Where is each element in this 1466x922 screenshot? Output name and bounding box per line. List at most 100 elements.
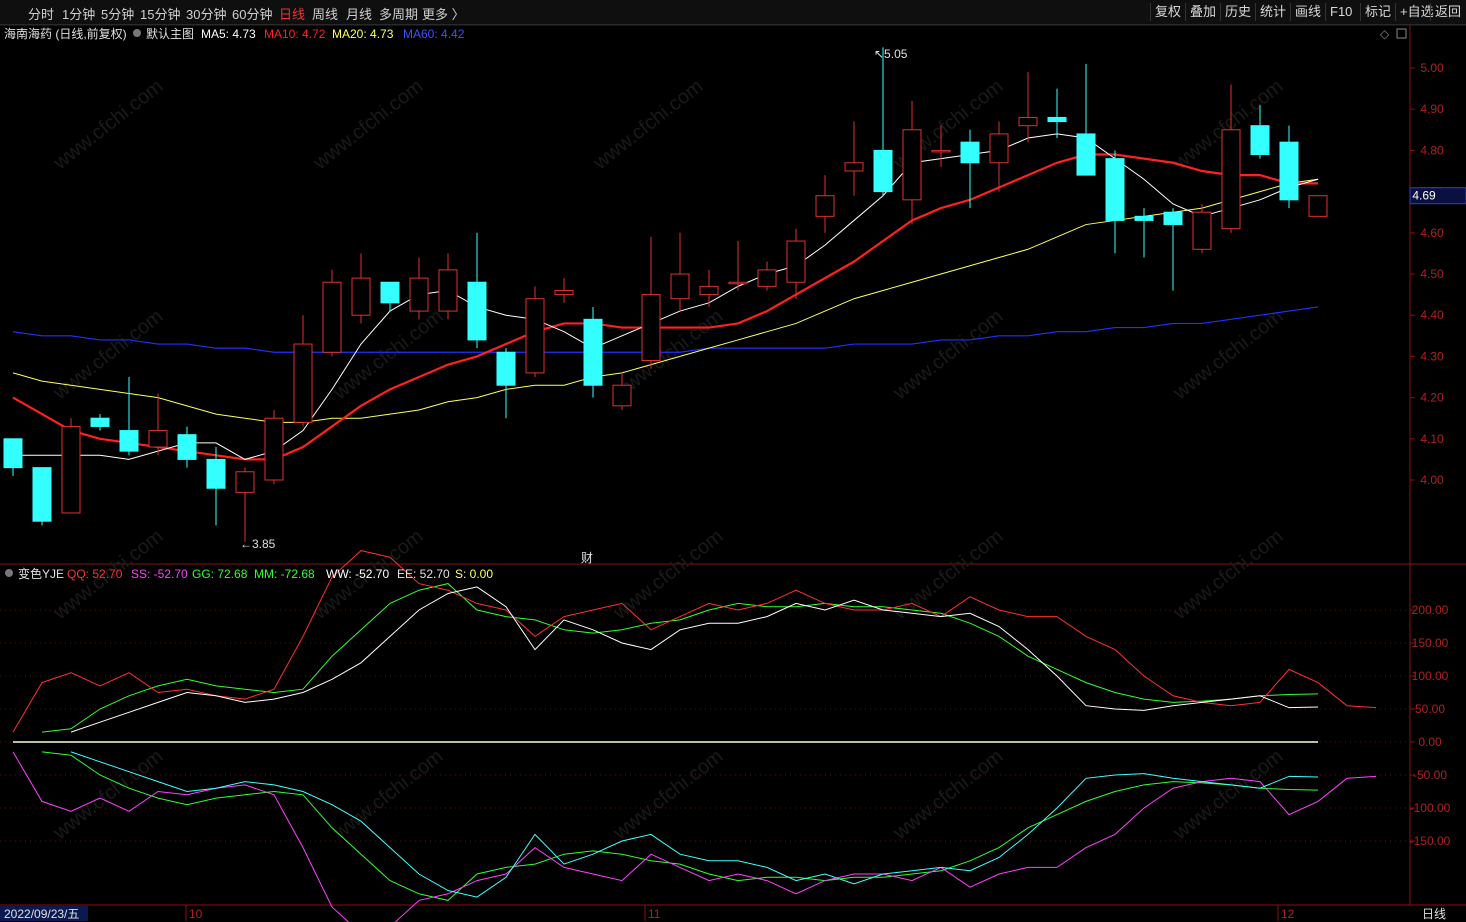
- period-5[interactable]: 60分钟: [232, 7, 273, 22]
- watermark-16: www.cfchi.com: [329, 745, 448, 844]
- period-label: 日线: [1422, 907, 1446, 921]
- period-0[interactable]: 分时: [28, 7, 55, 22]
- tool-button-7[interactable]: +自选: [1395, 3, 1438, 21]
- ww-line: [70, 586, 1319, 733]
- candle-body-43: [1250, 125, 1270, 156]
- tool-button-2[interactable]: 历史: [1220, 3, 1255, 21]
- start-date-label: 2022/09/23/五: [4, 907, 79, 921]
- candle-body-44: [1279, 141, 1299, 201]
- tool-button-8[interactable]: 返回: [1430, 3, 1465, 21]
- main-legend-0: 海南海药 (日线,前复权): [4, 26, 127, 41]
- news-marker: 财: [581, 551, 593, 565]
- watermark-19: www.cfchi.com: [1169, 745, 1288, 844]
- watermark-5: www.cfchi.com: [49, 305, 168, 404]
- candle-body-41: [1192, 211, 1212, 250]
- watermark-0: www.cfchi.com: [49, 75, 168, 174]
- ind-tick-label-4: 0.00: [1418, 735, 1442, 749]
- candle-body-35: [1018, 116, 1038, 127]
- template-dropdown-icon: [133, 29, 141, 37]
- price-tick-label-2: 4.80: [1420, 143, 1444, 157]
- candle-body-10: [293, 343, 313, 423]
- mm-line: [41, 751, 1319, 901]
- candle-body-28: [815, 195, 835, 217]
- candle-body-33: [960, 141, 980, 164]
- candle-body-18: [525, 298, 545, 374]
- ind-legend-2: SS: -52.70: [131, 567, 188, 581]
- ind-legend-4: MM: -72.68: [254, 567, 315, 581]
- tool-button-4[interactable]: 画线: [1290, 3, 1325, 21]
- time-label-2: 12: [1281, 907, 1295, 921]
- low-marker: ←3.85: [240, 537, 276, 551]
- candle-body-32: [931, 149, 951, 153]
- price-tick-label-8: 4.20: [1420, 391, 1444, 405]
- watermark-2: www.cfchi.com: [589, 75, 708, 174]
- candle-body-20: [583, 318, 603, 386]
- candle-body-45: [1308, 195, 1328, 217]
- candle-body-0: [3, 438, 23, 469]
- period-3[interactable]: 15分钟: [140, 7, 181, 22]
- watermark-1: www.cfchi.com: [309, 75, 428, 174]
- period-7[interactable]: 周线: [312, 7, 339, 22]
- main-legend-3: MA10: 4.72: [264, 27, 326, 41]
- candle-body-29: [844, 162, 864, 172]
- price-tick-label-10: 4.00: [1420, 473, 1444, 487]
- ind-tick-label-0: 200.00: [1412, 603, 1449, 617]
- main-legend-2: MA5: 4.73: [201, 27, 256, 41]
- candle-body-4: [119, 430, 139, 452]
- candle-body-27: [786, 240, 806, 283]
- ind-tick-label-3: 50.00: [1415, 702, 1445, 716]
- ma5-line: [13, 133, 1319, 460]
- ind-tick-label-7: -150.00: [1410, 834, 1451, 848]
- period-8[interactable]: 月线: [346, 7, 373, 22]
- candle-body-23: [670, 273, 690, 300]
- period-1[interactable]: 1分钟: [62, 7, 96, 22]
- high-marker: ↖5.05: [874, 47, 908, 61]
- time-label-1: 11: [648, 907, 661, 921]
- ind-tick-label-5: -50.00: [1413, 768, 1447, 782]
- ind-legend-3: GG: 72.68: [192, 567, 248, 581]
- candle-body-42: [1221, 129, 1241, 230]
- tool-button-6[interactable]: 标记: [1360, 3, 1395, 21]
- gg-line: [41, 583, 1319, 733]
- candle-body-40: [1163, 211, 1183, 226]
- candle-body-39: [1134, 215, 1154, 221]
- ind-legend-7: S: 0.00: [455, 567, 493, 581]
- candle-body-6: [177, 434, 197, 460]
- ind-tick-label-6: -100.00: [1410, 801, 1451, 815]
- ma60-line: [12, 306, 1319, 353]
- period-toolbar: 分时 1分钟 5分钟 15分钟 30分钟 60分钟 日线 周线 月线 多周期 更多 〉 复权 叠加 历史统…: [0, 0, 1466, 25]
- candle-body-22: [641, 294, 661, 362]
- tool-button-1[interactable]: 叠加: [1185, 3, 1220, 21]
- period-9[interactable]: 多周期: [379, 7, 419, 22]
- candle-body-7: [206, 458, 226, 489]
- candle-body-14: [409, 277, 429, 312]
- period-6[interactable]: 日线: [279, 7, 306, 22]
- price-tick-label-9: 4.10: [1420, 432, 1444, 446]
- candle-body-11: [322, 281, 342, 353]
- candle-body-34: [989, 133, 1009, 164]
- price-tick-label-4: 4.60: [1420, 226, 1444, 240]
- watermark-18: www.cfchi.com: [889, 745, 1008, 844]
- start-date-bg: [0, 906, 88, 921]
- candle-body-26: [757, 269, 777, 287]
- watermark-14: www.cfchi.com: [1169, 525, 1288, 624]
- diamond-icon: ◇: [1380, 27, 1390, 41]
- candle-body-31: [902, 129, 922, 201]
- maximize-icon: [1396, 28, 1407, 39]
- price-tick-label-5: 4.50: [1420, 267, 1444, 281]
- watermark-8: www.cfchi.com: [889, 305, 1008, 404]
- candle-body-15: [438, 269, 458, 312]
- period-4[interactable]: 30分钟: [186, 7, 227, 22]
- candle-body-3: [90, 417, 110, 427]
- period-10[interactable]: 更多 〉: [422, 7, 465, 22]
- candle-body-21: [612, 384, 632, 407]
- price-tick-label-7: 4.30: [1420, 349, 1444, 363]
- qq-line: [12, 550, 1377, 733]
- tool-button-3[interactable]: 统计: [1255, 3, 1290, 21]
- period-2[interactable]: 5分钟: [101, 7, 135, 22]
- watermark-17: www.cfchi.com: [609, 745, 728, 844]
- tool-button-0[interactable]: 复权: [1150, 3, 1185, 21]
- current-price-label: 4.69: [1412, 189, 1436, 203]
- tool-button-5[interactable]: F10: [1325, 3, 1356, 21]
